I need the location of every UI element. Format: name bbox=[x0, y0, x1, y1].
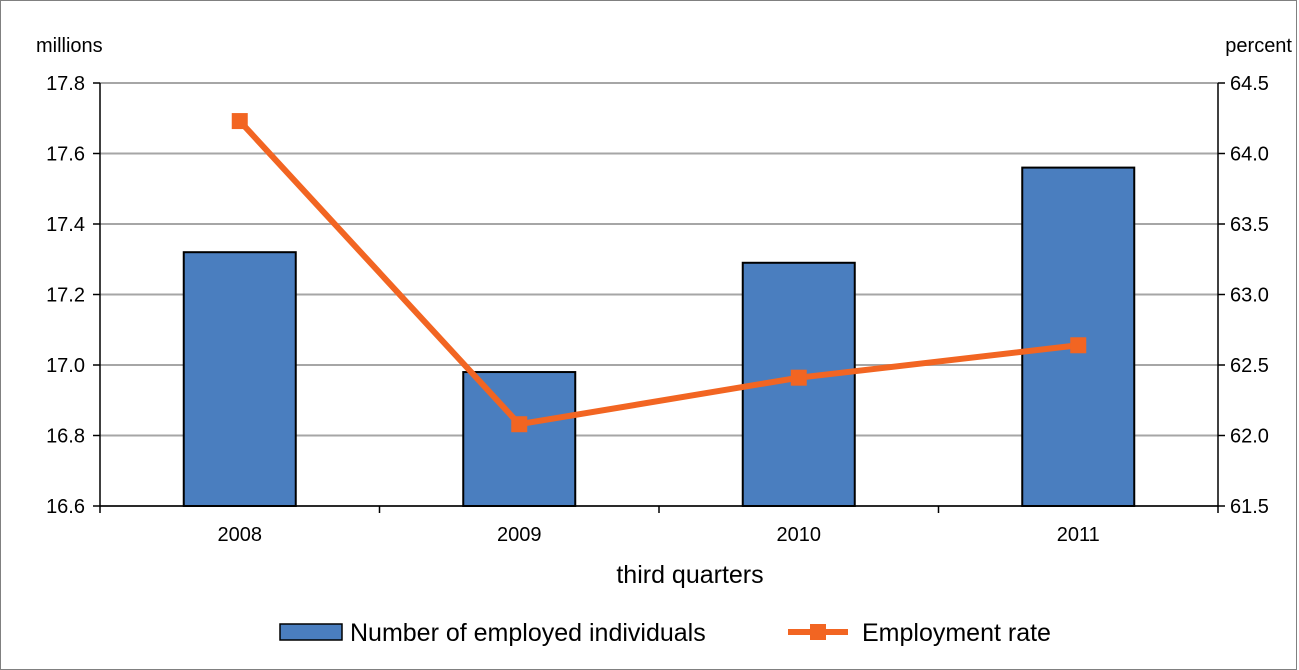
legend: Number of employed individuals Employmen… bbox=[279, 619, 1051, 647]
left-axis-unit: millions bbox=[36, 35, 103, 57]
line-series bbox=[231, 113, 1087, 433]
employment-rate-line bbox=[237, 119, 1079, 428]
right-tick-label: 63.0 bbox=[1230, 285, 1269, 307]
x-tick-label: 2010 bbox=[777, 524, 822, 546]
right-tick-label: 61.5 bbox=[1230, 496, 1269, 518]
right-axis-unit: percent bbox=[1225, 35, 1292, 57]
right-tick-label: 64.0 bbox=[1230, 144, 1269, 166]
x-axis-title: third quarters bbox=[616, 561, 763, 589]
left-tick-label: 17.8 bbox=[46, 73, 85, 95]
x-tick-label: 2009 bbox=[497, 524, 542, 546]
x-tick-label: 2011 bbox=[1057, 524, 1100, 546]
left-tick-label: 17.6 bbox=[46, 144, 85, 166]
left-tick-label: 16.8 bbox=[46, 426, 85, 448]
left-tick-label: 16.6 bbox=[46, 496, 85, 518]
bar bbox=[1021, 166, 1136, 507]
left-axis-ticks: 16.6 16.8 17.0 17.2 17.4 17.6 17.8 bbox=[46, 73, 85, 518]
left-tick-label: 17.2 bbox=[46, 285, 85, 307]
right-tick-label: 62.5 bbox=[1230, 355, 1269, 377]
line-marker bbox=[511, 416, 528, 433]
bar bbox=[462, 371, 577, 507]
bar bbox=[182, 251, 297, 507]
axes bbox=[93, 82, 1225, 513]
right-tick-label: 62.0 bbox=[1230, 426, 1269, 448]
x-tick-label: 2008 bbox=[218, 524, 263, 546]
left-tick-label: 17.4 bbox=[46, 214, 85, 236]
legend-bar-swatch bbox=[279, 623, 343, 641]
line-marker bbox=[790, 369, 807, 386]
legend-bar-label: Number of employed individuals bbox=[350, 619, 706, 647]
right-tick-label: 63.5 bbox=[1230, 214, 1269, 236]
legend-line-label: Employment rate bbox=[862, 619, 1051, 647]
line-marker bbox=[1070, 337, 1087, 354]
left-tick-label: 17.0 bbox=[46, 355, 85, 377]
line-marker bbox=[231, 113, 248, 130]
x-axis-ticks: 2008 2009 2010 2011 bbox=[218, 524, 1100, 546]
legend-line-marker bbox=[810, 624, 826, 640]
right-axis-ticks: 61.5 62.0 62.5 63.0 63.5 64.0 64.5 bbox=[1230, 73, 1269, 518]
right-tick-label: 64.5 bbox=[1230, 73, 1269, 95]
